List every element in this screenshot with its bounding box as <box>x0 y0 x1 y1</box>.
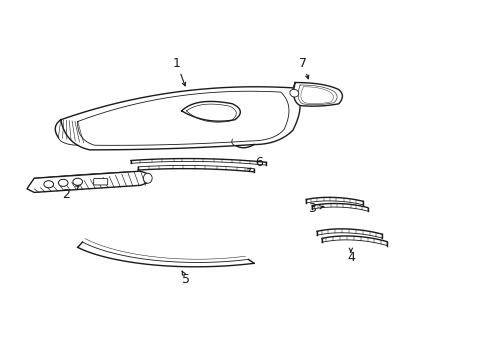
Polygon shape <box>181 102 240 121</box>
Circle shape <box>58 179 68 186</box>
Ellipse shape <box>289 89 298 97</box>
Polygon shape <box>311 203 367 211</box>
Polygon shape <box>78 242 254 267</box>
Text: 7: 7 <box>298 57 306 69</box>
Polygon shape <box>138 166 254 172</box>
Circle shape <box>73 178 82 185</box>
Text: 1: 1 <box>173 57 181 69</box>
Polygon shape <box>316 229 382 238</box>
Polygon shape <box>61 87 300 150</box>
Polygon shape <box>306 197 362 205</box>
Polygon shape <box>321 236 386 246</box>
Circle shape <box>44 181 53 188</box>
Polygon shape <box>131 158 265 165</box>
Text: 4: 4 <box>346 252 354 265</box>
Text: 6: 6 <box>255 156 263 169</box>
Text: 5: 5 <box>182 273 190 286</box>
Text: 3: 3 <box>307 202 315 215</box>
Polygon shape <box>293 82 342 106</box>
Ellipse shape <box>143 173 152 183</box>
Polygon shape <box>27 171 150 192</box>
Text: 2: 2 <box>61 188 69 201</box>
FancyBboxPatch shape <box>94 179 107 185</box>
